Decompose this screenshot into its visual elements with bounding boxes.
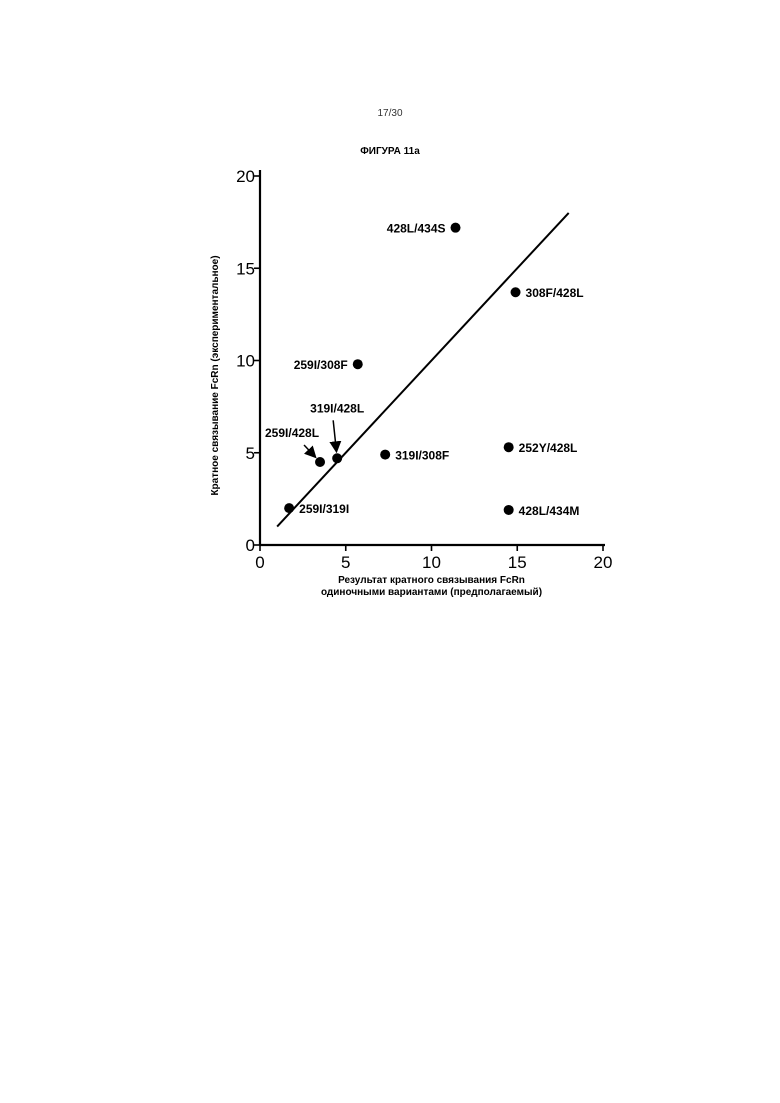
y-tick-label: 5 (246, 444, 255, 463)
data-point (332, 453, 342, 463)
y-tick-label: 0 (246, 536, 255, 555)
data-point (284, 503, 294, 513)
x-tick-label: 20 (594, 553, 613, 572)
x-axis-title: одиночными вариантами (предполагаемый) (321, 587, 542, 598)
y-axis-title: Кратное связывание FcRn (экспериментальн… (210, 255, 221, 495)
data-point-label: 428L/434M (519, 504, 580, 518)
data-point (504, 442, 514, 452)
x-tick-label: 15 (508, 553, 527, 572)
data-point (353, 359, 363, 369)
data-point-label: 259I/319I (299, 502, 349, 516)
data-point (511, 287, 521, 297)
data-point (504, 505, 514, 515)
data-point (315, 457, 325, 467)
point-labels-group: 428L/434S 308F/428L 259I/308F 319I/428L 259I… (265, 222, 584, 518)
x-tick-label: 0 (255, 553, 264, 572)
x-axis-title: Результат кратного связывания FcRn (338, 575, 525, 586)
label-arrow (304, 445, 315, 456)
data-point-label: 259I/428L (265, 426, 319, 440)
figure-title: ФИГУРА 11а (0, 146, 780, 157)
label-arrow (333, 420, 336, 450)
y-tick-label: 10 (236, 352, 255, 371)
scatter-chart: 0 5 10 15 20 0 5 10 15 20 Результат кратного связы… (190, 160, 630, 610)
y-tick-label: 15 (236, 259, 255, 278)
data-point (380, 450, 390, 460)
x-tick-label: 10 (422, 553, 441, 572)
data-point (451, 223, 461, 233)
y-tick-label: 20 (236, 167, 255, 186)
data-point-label: 308F/428L (526, 286, 584, 300)
data-point-label: 252Y/428L (519, 441, 578, 455)
data-point-label: 428L/434S (387, 222, 446, 236)
data-point-label: 319I/428L (310, 401, 364, 415)
data-point-label: 259I/308F (294, 358, 348, 372)
x-tick-label: 5 (341, 553, 350, 572)
page-number: 17/30 (0, 108, 780, 119)
data-point-label: 319I/308F (395, 449, 449, 463)
